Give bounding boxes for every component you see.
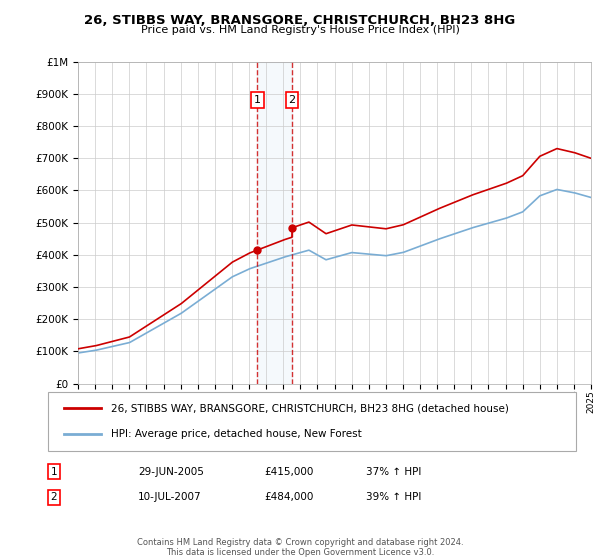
Text: Contains HM Land Registry data © Crown copyright and database right 2024.
This d: Contains HM Land Registry data © Crown c… bbox=[137, 538, 463, 557]
Text: 1: 1 bbox=[254, 95, 261, 105]
Text: 1: 1 bbox=[50, 466, 58, 477]
Text: 39% ↑ HPI: 39% ↑ HPI bbox=[366, 492, 421, 502]
Text: £484,000: £484,000 bbox=[264, 492, 313, 502]
Text: 26, STIBBS WAY, BRANSGORE, CHRISTCHURCH, BH23 8HG: 26, STIBBS WAY, BRANSGORE, CHRISTCHURCH,… bbox=[85, 14, 515, 27]
Text: Price paid vs. HM Land Registry's House Price Index (HPI): Price paid vs. HM Land Registry's House … bbox=[140, 25, 460, 35]
Text: 2: 2 bbox=[50, 492, 58, 502]
Text: HPI: Average price, detached house, New Forest: HPI: Average price, detached house, New … bbox=[112, 430, 362, 440]
Text: 37% ↑ HPI: 37% ↑ HPI bbox=[366, 466, 421, 477]
Text: £415,000: £415,000 bbox=[264, 466, 313, 477]
Text: 29-JUN-2005: 29-JUN-2005 bbox=[138, 466, 204, 477]
Text: 10-JUL-2007: 10-JUL-2007 bbox=[138, 492, 202, 502]
Text: 26, STIBBS WAY, BRANSGORE, CHRISTCHURCH, BH23 8HG (detached house): 26, STIBBS WAY, BRANSGORE, CHRISTCHURCH,… bbox=[112, 403, 509, 413]
FancyBboxPatch shape bbox=[48, 392, 576, 451]
Text: 2: 2 bbox=[289, 95, 296, 105]
Bar bbox=[257, 62, 292, 384]
